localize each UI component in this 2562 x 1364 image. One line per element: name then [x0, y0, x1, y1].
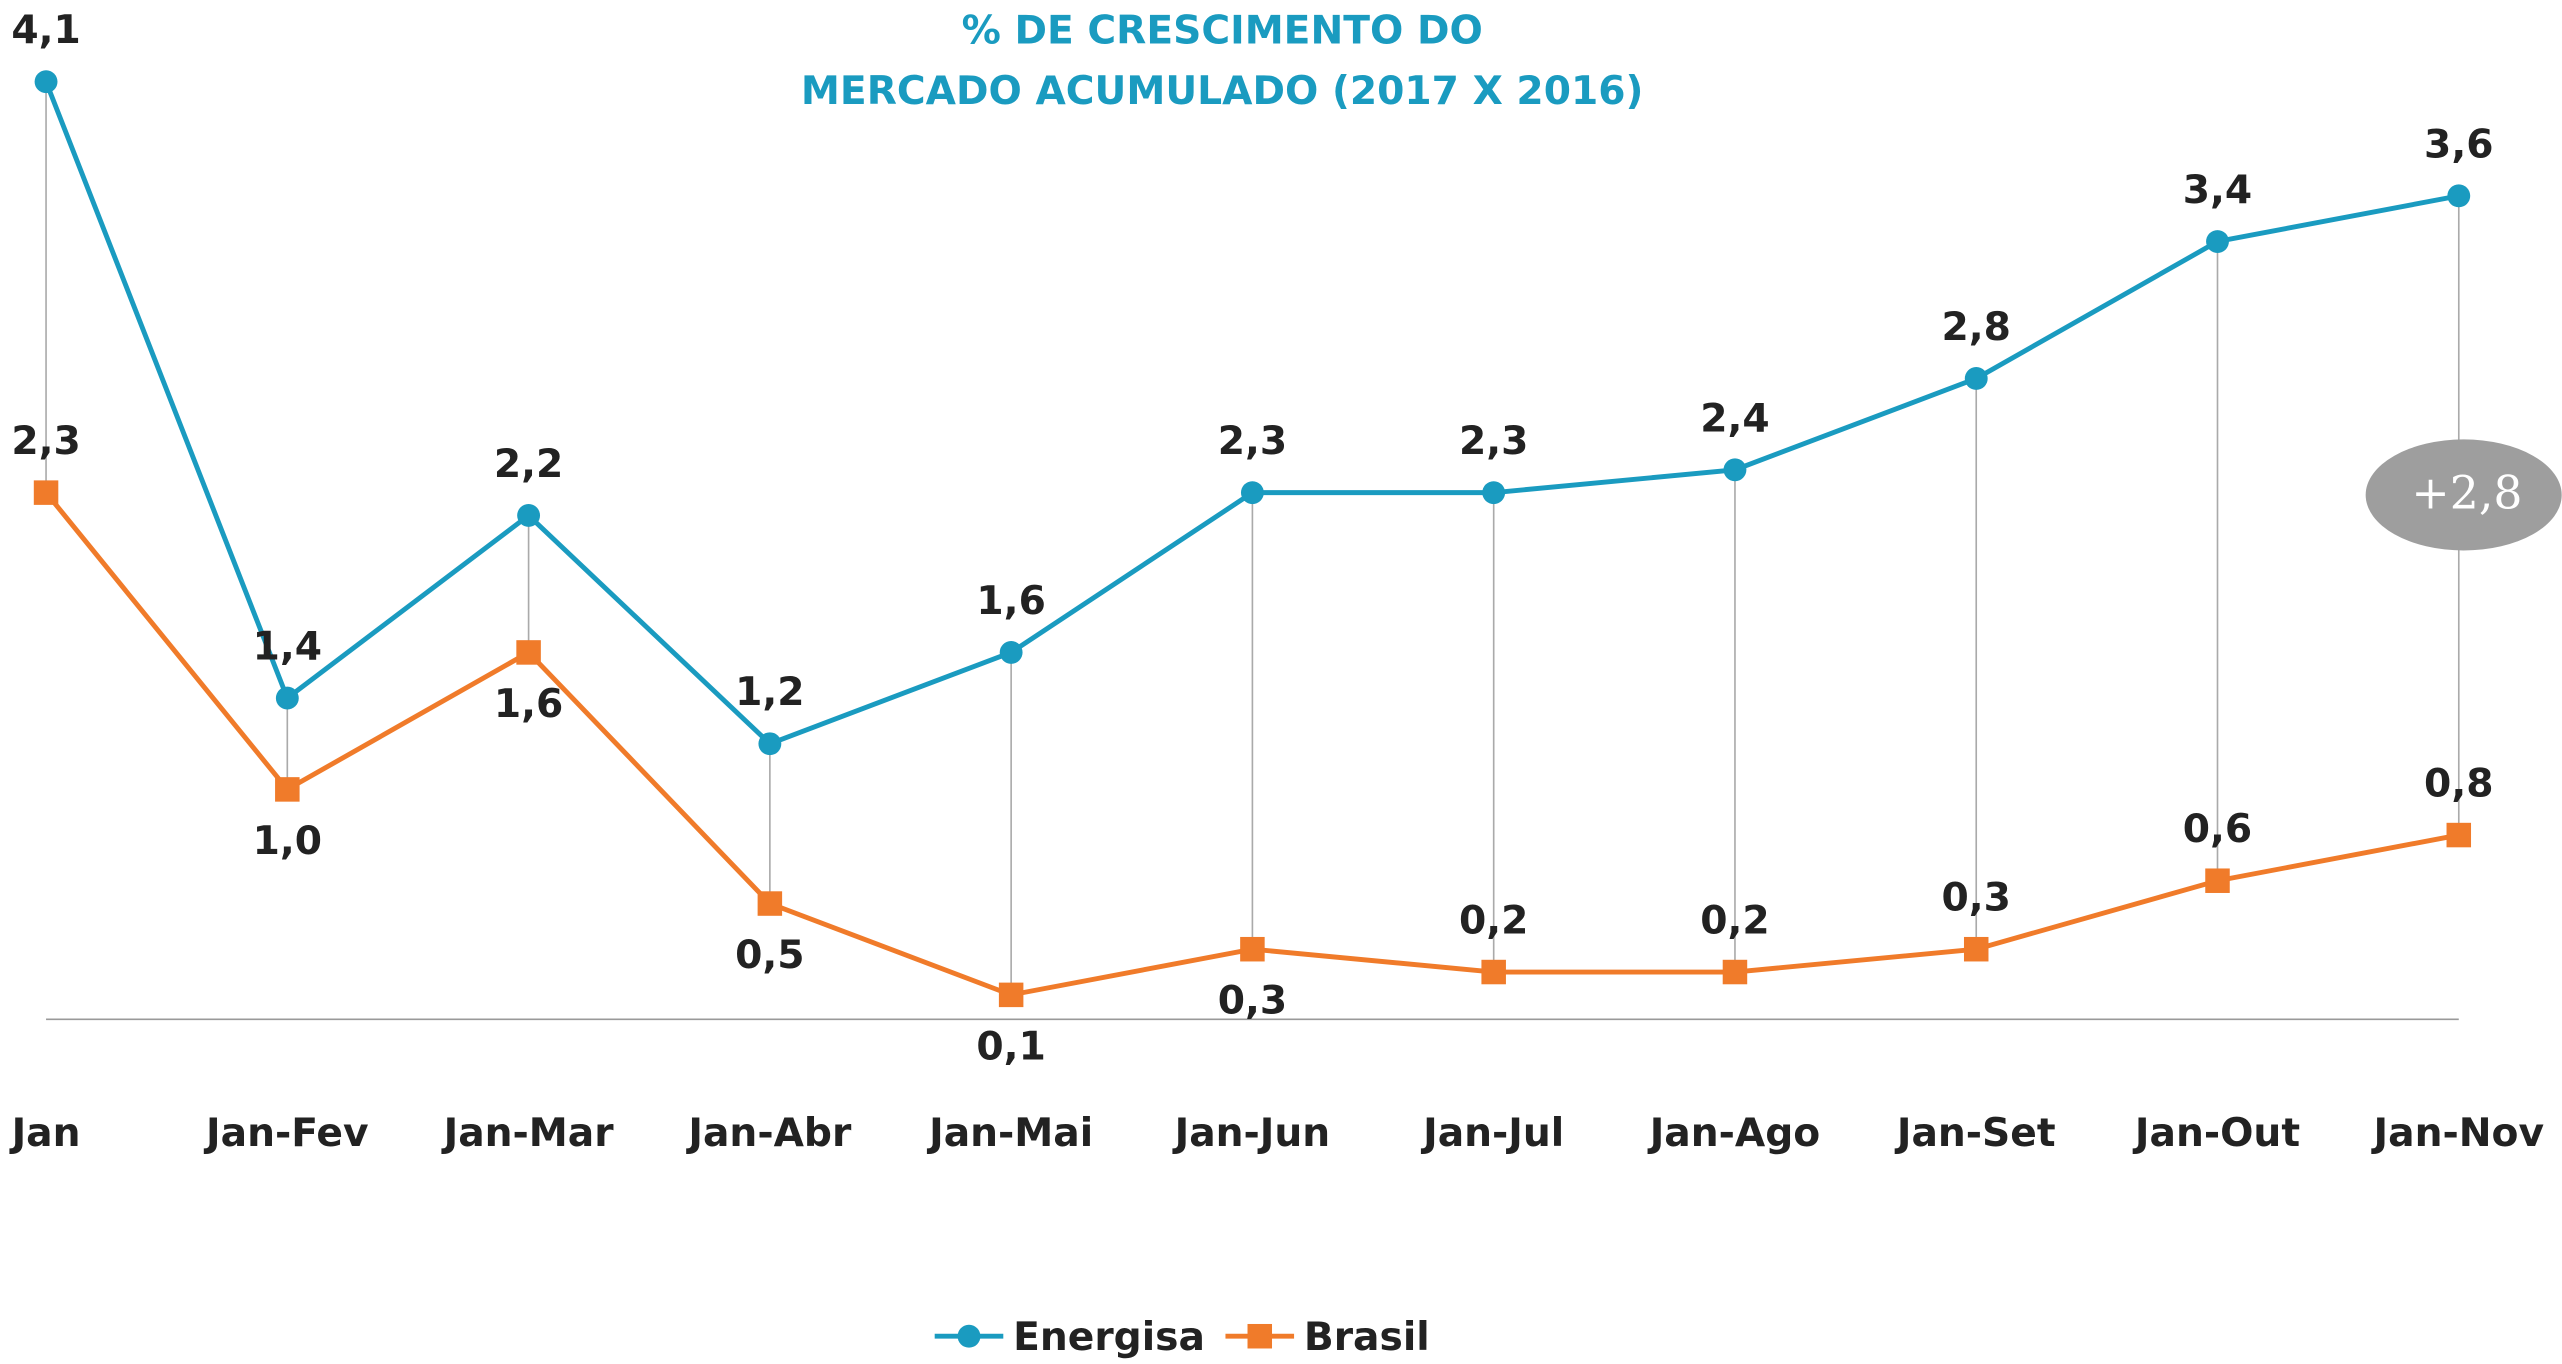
annotation: +2,8 [2411, 467, 2522, 520]
x-tick-label: Jan-Ago [1647, 1111, 1821, 1156]
marker [758, 732, 782, 756]
data-label: 1,4 [253, 625, 322, 670]
marker [2206, 230, 2229, 253]
annotation-bubble [2365, 439, 2562, 551]
legend-item: Energisa [934, 1315, 1205, 1360]
data-label: 2,2 [494, 442, 563, 487]
marker [1240, 936, 1265, 962]
marker [1240, 481, 1264, 505]
marker [275, 686, 299, 710]
x-tick-label: Jan-Jun [1172, 1111, 1331, 1156]
marker [275, 777, 300, 802]
data-label: 4,1 [11, 8, 80, 53]
marker [757, 891, 783, 916]
data-label: 0,3 [1942, 876, 2011, 921]
marker [1723, 458, 1747, 482]
chart-title: % DE CRESCIMENTO DO MERCADO ACUMULADO (20… [801, 8, 1643, 113]
data-label: 3,4 [2183, 168, 2252, 213]
data-label: 0,8 [2424, 762, 2493, 807]
data-label: 2,3 [1459, 419, 1528, 464]
data-label: 2,8 [1942, 305, 2011, 350]
x-tick-label: Jan-Out [2132, 1111, 2300, 1156]
x-tick-label: Jan-Jul [1420, 1111, 1564, 1156]
data-label: 2,3 [11, 419, 80, 464]
x-tick-label: Jan-Mai [926, 1111, 1093, 1156]
marker [1481, 959, 1506, 985]
data-label: 0,2 [1459, 899, 1528, 944]
data-label: 0,5 [735, 933, 804, 978]
data-label: 1,6 [494, 682, 563, 727]
x-tick-label: Jan-Abr [685, 1111, 852, 1156]
x-tick-label: Jan [9, 1111, 81, 1156]
marker [2205, 868, 2230, 893]
x-tick-label: Jan-Nov [2371, 1111, 2544, 1156]
data-label: 2,4 [1700, 396, 1769, 441]
x-tick-label: Jan-Set [1894, 1111, 2056, 1156]
marker [2446, 822, 2472, 848]
marker [1963, 936, 1989, 962]
legend-label: Energisa [1013, 1315, 1205, 1360]
marker [517, 504, 541, 527]
data-label: 0,1 [976, 1024, 1045, 1069]
marker [516, 640, 541, 665]
marker [1722, 959, 1748, 985]
data-label: 0,2 [1700, 899, 1769, 944]
data-label: 0,3 [1218, 979, 1287, 1024]
marker [998, 982, 1024, 1008]
marker [1964, 367, 1988, 390]
data-label: 1,6 [976, 579, 1045, 624]
data-label: 3,6 [2424, 122, 2493, 167]
marker [1482, 481, 1506, 505]
marker [999, 640, 1023, 664]
x-tick-label: Jan-Mar [441, 1111, 615, 1156]
marker [33, 480, 59, 505]
marker [34, 70, 58, 94]
x-tick-label: Jan-Fev [203, 1111, 369, 1156]
legend-label: Brasil [1304, 1315, 1430, 1360]
marker [2447, 184, 2471, 208]
data-label: 1,2 [735, 670, 804, 715]
legend-marker [957, 1324, 981, 1348]
data-label: 2,3 [1218, 419, 1287, 464]
legend-marker [1247, 1323, 1273, 1349]
data-label: 0,6 [2183, 807, 2252, 852]
data-label: 1,0 [253, 819, 322, 864]
legend-item: Brasil [1225, 1315, 1430, 1360]
